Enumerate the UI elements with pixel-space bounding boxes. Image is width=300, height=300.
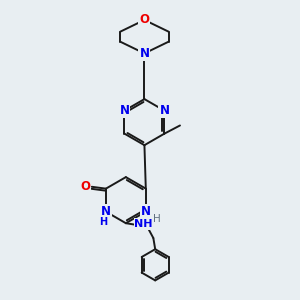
Text: N: N xyxy=(159,104,170,117)
Text: O: O xyxy=(80,180,91,193)
Text: H: H xyxy=(153,214,161,224)
Text: H: H xyxy=(99,217,107,227)
Text: N: N xyxy=(141,205,151,218)
Text: NH: NH xyxy=(134,219,153,229)
Text: N: N xyxy=(101,205,111,218)
Text: N: N xyxy=(119,104,130,117)
Text: O: O xyxy=(140,14,149,26)
Text: N: N xyxy=(140,47,149,60)
